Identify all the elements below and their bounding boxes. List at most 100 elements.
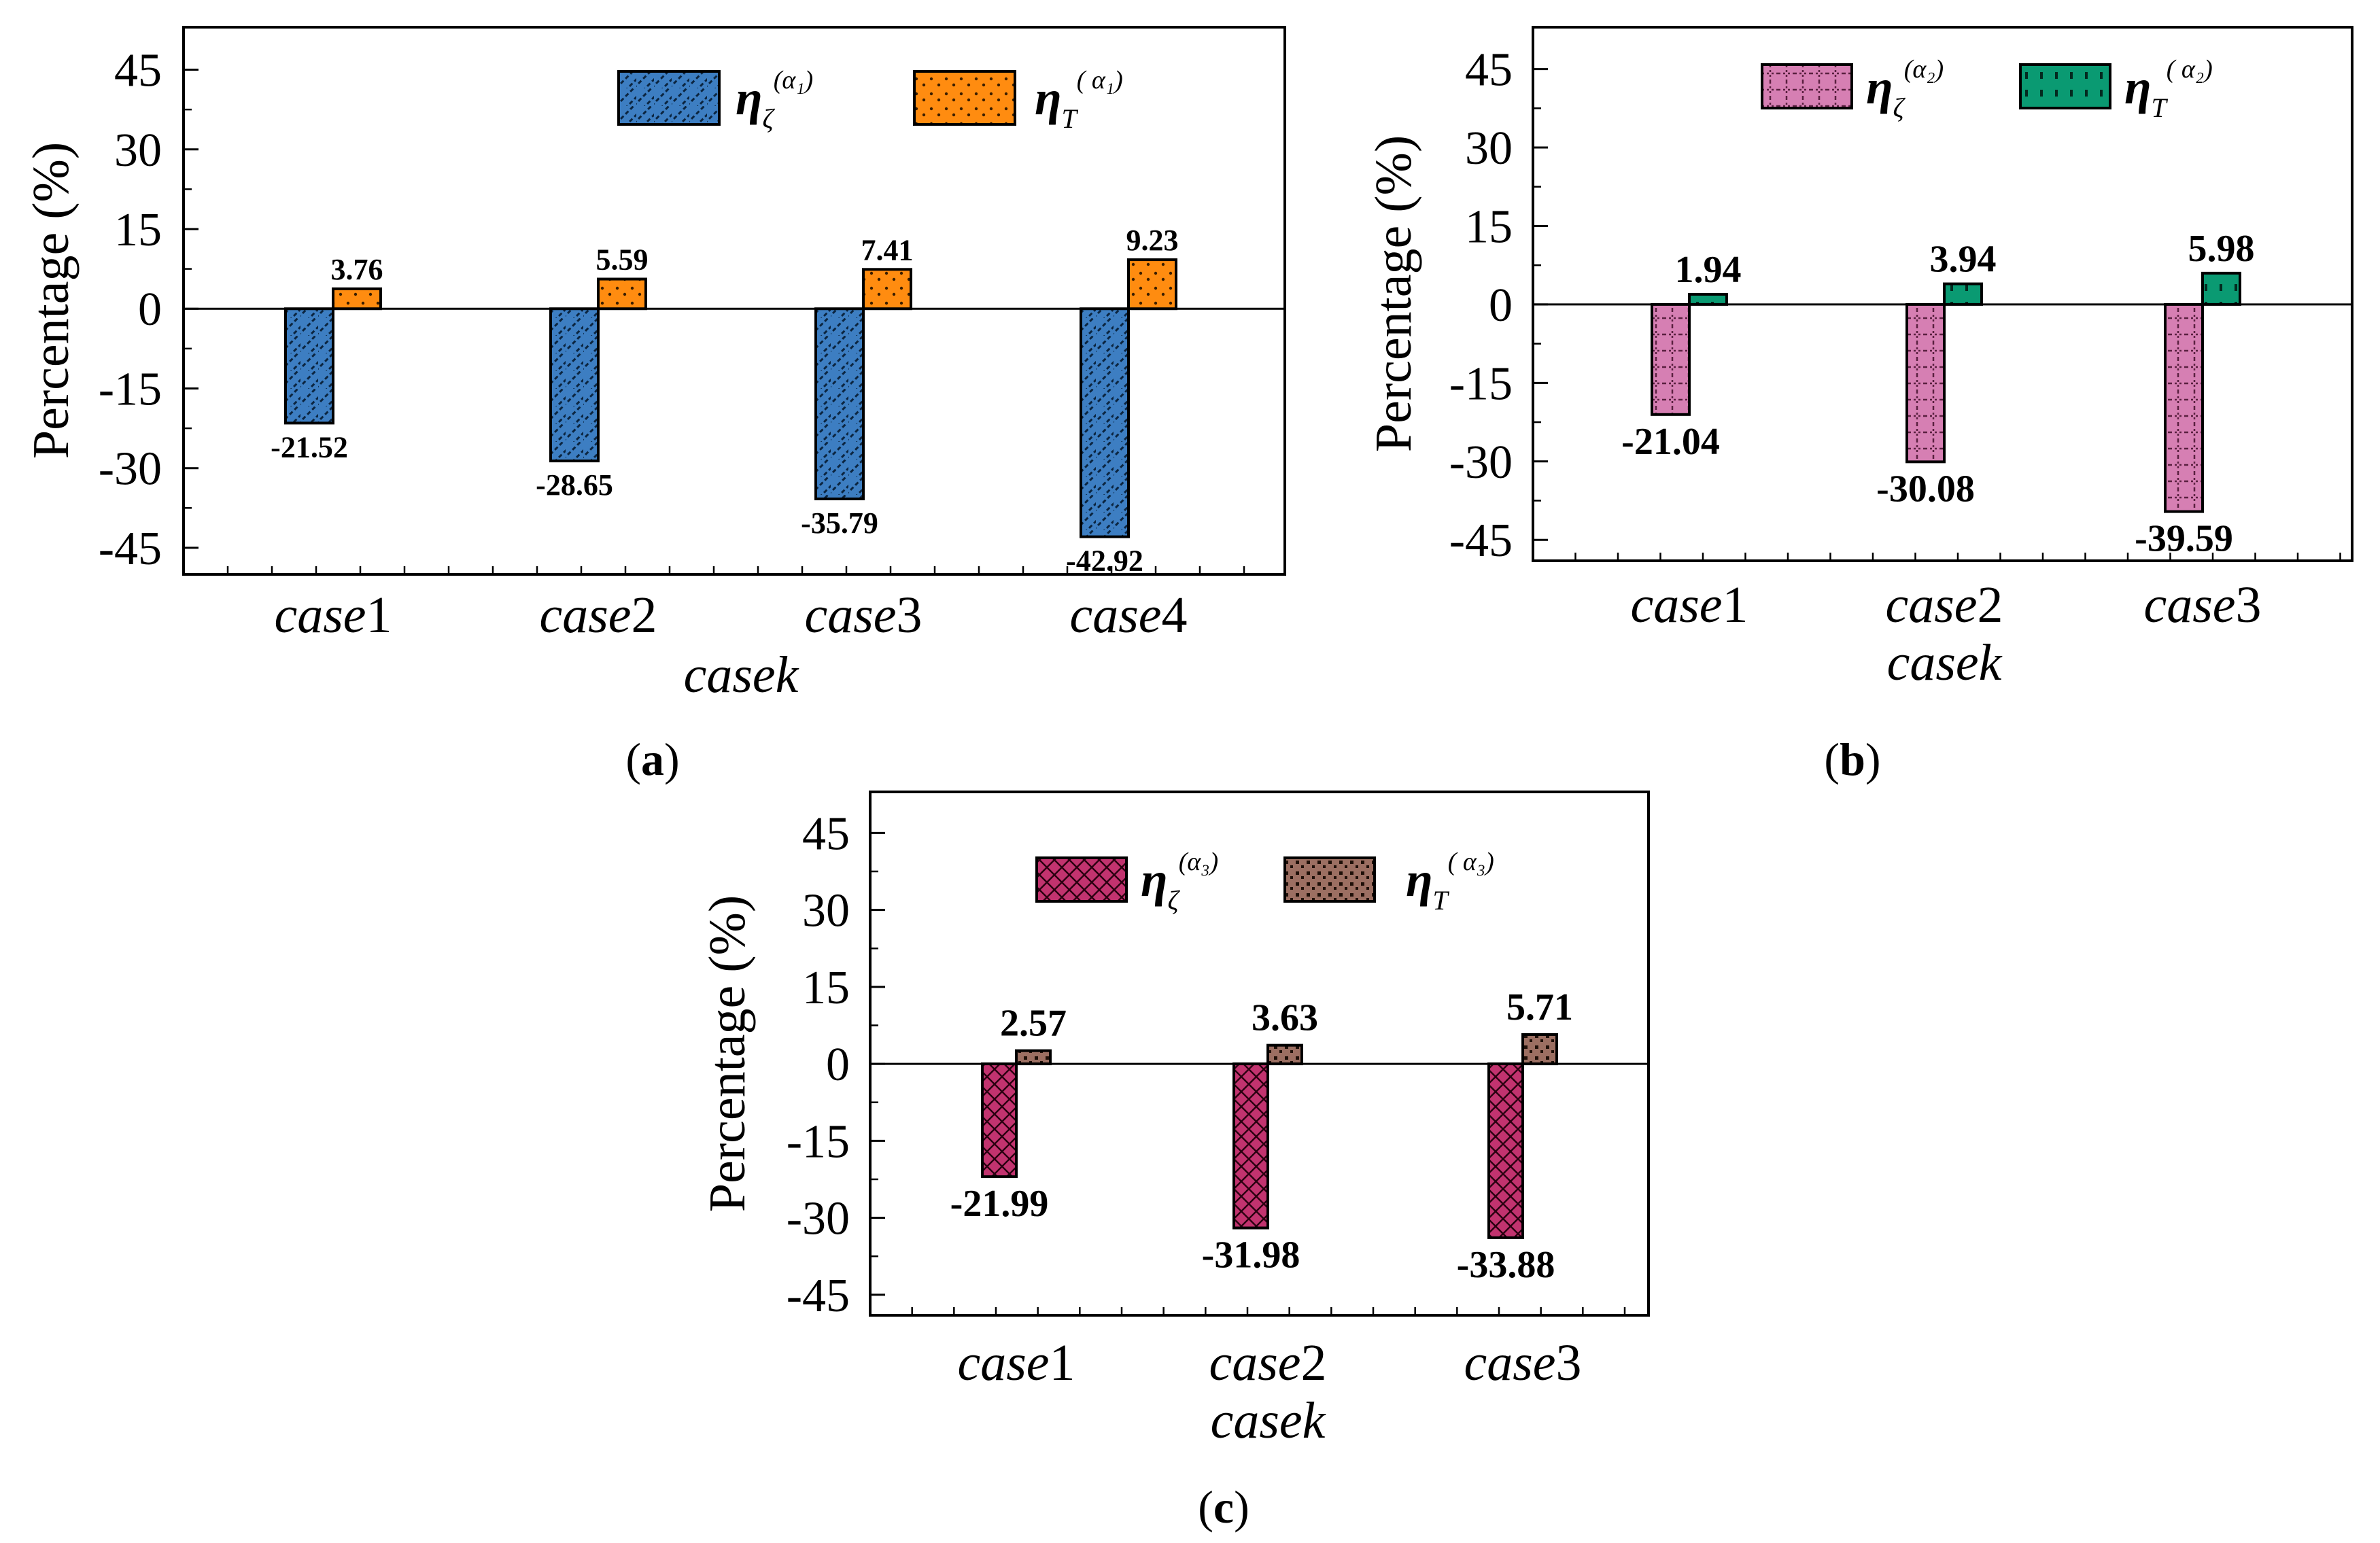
y-tick-label: -30 (1449, 436, 1513, 489)
y-tick-label: 0 (1489, 279, 1513, 332)
x-category-label: case1 (274, 587, 392, 644)
caption-b: (b) (1824, 733, 1880, 785)
x-minor-ticks (226, 566, 1245, 574)
legend-label-eta-zeta: ηζ(α₃) (1141, 848, 1218, 916)
bar-eta-zeta-case1 (284, 307, 334, 425)
legend-swatch-eta-zeta (1761, 63, 1853, 109)
data-label: -21.99 (950, 1183, 1049, 1225)
y-tick-label: 0 (826, 1039, 850, 1091)
data-label: -21.04 (1621, 421, 1720, 463)
y-tick-label: 0 (138, 283, 162, 336)
x-minor-ticks (911, 1307, 1626, 1315)
data-labels: -21.04 -30.08 -39.59 1.94 3.94 5.98 (1621, 228, 2254, 560)
y-tick-label: 45 (802, 808, 850, 860)
x-minor-ticks (1574, 553, 2341, 561)
legend-label-eta-t: ηT( α₃) (1406, 848, 1494, 916)
panel-c: 45 30 15 0 -15 -30 -45 -21.99 -31.98 -33.88 2.57 3… (699, 791, 1650, 1449)
y-axis: 45 30 15 0 -15 -30 -45 (787, 808, 885, 1322)
bar-eta-zeta-case2 (1232, 1062, 1269, 1230)
x-category-label: case3 (1464, 1334, 1581, 1391)
x-category-label: case1 (957, 1334, 1075, 1391)
y-tick-label: -15 (787, 1115, 850, 1168)
legend-swatch-eta-t (2019, 63, 2111, 109)
data-label: 1.94 (1675, 249, 1742, 291)
y-tick-label: 45 (1465, 44, 1513, 97)
data-label: 3.94 (1930, 239, 1997, 281)
legend-label-eta-t: ηT( α₁) (1035, 66, 1123, 134)
x-category-label: case3 (804, 587, 922, 644)
bar-eta-t-case1 (1688, 292, 1728, 306)
data-label: 7.41 (861, 233, 914, 266)
x-category-label: case2 (539, 587, 657, 644)
x-category-label: case4 (1069, 587, 1187, 644)
bar-eta-zeta-case3 (1487, 1062, 1524, 1239)
data-label: -39.59 (2135, 518, 2233, 560)
bar-eta-t-case3 (1521, 1033, 1558, 1066)
x-category-labels: case1 case2 case3 (957, 1334, 1581, 1391)
y-axis: 45 30 15 0 -15 -30 -45 (99, 45, 199, 575)
y-tick-label: 15 (114, 204, 162, 256)
data-label: -21.52 (271, 430, 348, 464)
y-tick-label: -15 (99, 363, 162, 415)
data-label: -28.65 (536, 468, 613, 502)
data-label: 3.76 (331, 253, 383, 286)
y-tick-label: 45 (114, 45, 162, 97)
y-tick-label: -30 (787, 1193, 850, 1245)
x-category-labels: case1 case2 case3 (1630, 576, 2261, 634)
y-tick-label: -30 (99, 443, 162, 496)
data-label: 9.23 (1126, 224, 1179, 257)
bar-eta-t-case1 (332, 287, 382, 311)
y-tick-label: 30 (114, 124, 162, 177)
bar-eta-zeta-case2 (549, 307, 600, 463)
caption-a: (a) (625, 733, 679, 785)
y-axis-label: Percentage (%) (699, 895, 756, 1212)
bar-eta-t-case2 (597, 277, 647, 311)
legend-swatch-eta-zeta (1035, 856, 1128, 903)
bar-eta-t-case4 (1127, 258, 1177, 311)
legend: ηζ(α₂) ηT( α₂) (1761, 55, 2213, 123)
plot-frame (1532, 26, 2353, 562)
bar-eta-zeta-case1 (1651, 302, 1691, 416)
bar-eta-t-case2 (1943, 282, 1983, 306)
bar-eta-t-case3 (2201, 271, 2241, 306)
y-axis: 45 30 15 0 -15 -30 -45 (1449, 44, 1548, 567)
data-label: 3.63 (1252, 997, 1318, 1039)
x-category-label: case1 (1630, 576, 1748, 634)
y-axis-label: Percentage (%) (22, 142, 80, 459)
data-labels: -21.52 -28.65 -35.79 -42.92 3.76 5.59 7.41 9.23 (271, 224, 1178, 578)
bar-eta-zeta-case3 (814, 307, 865, 500)
bar-eta-zeta-case1 (981, 1062, 1018, 1179)
bar-eta-t-case3 (862, 268, 912, 311)
y-tick-label: -45 (787, 1270, 850, 1322)
y-tick-label: 15 (802, 962, 850, 1014)
x-category-label: case2 (1209, 1334, 1326, 1391)
y-tick-label: -45 (99, 523, 162, 575)
bar-eta-zeta-case4 (1080, 307, 1130, 538)
x-axis-label: casek (684, 646, 799, 704)
data-label: 2.57 (1000, 1003, 1067, 1045)
panel-b: 45 30 15 0 -15 -30 -45 -21.04 -30.08 -39.59 1.94 3… (1365, 26, 2353, 691)
data-label: -30.08 (1876, 468, 1975, 510)
data-label: -42.92 (1066, 544, 1143, 578)
x-category-label: case2 (1885, 576, 2003, 634)
data-label: -31.98 (1202, 1234, 1300, 1277)
bars (1651, 271, 2241, 513)
legend-swatch-eta-t (913, 70, 1016, 126)
legend-label-eta-zeta: ηζ(α₂) (1866, 55, 1944, 123)
bars (981, 1033, 1558, 1239)
plot-frame (869, 791, 1650, 1317)
y-tick-label: 30 (802, 885, 850, 937)
y-axis-label: Percentage (%) (1365, 135, 1422, 452)
legend-label-eta-zeta: ηζ(α₁) (736, 66, 813, 134)
bars (284, 258, 1177, 538)
y-tick-label: -45 (1449, 515, 1513, 567)
data-label: -33.88 (1457, 1244, 1555, 1286)
y-tick-label: 30 (1465, 122, 1513, 175)
data-label: 5.98 (2188, 228, 2255, 270)
data-label: 5.71 (1506, 986, 1573, 1028)
x-category-label: case3 (2143, 576, 2261, 634)
bar-eta-zeta-case3 (2164, 302, 2204, 513)
legend-swatch-eta-t (1283, 856, 1376, 903)
bar-eta-zeta-case2 (1905, 302, 1946, 464)
